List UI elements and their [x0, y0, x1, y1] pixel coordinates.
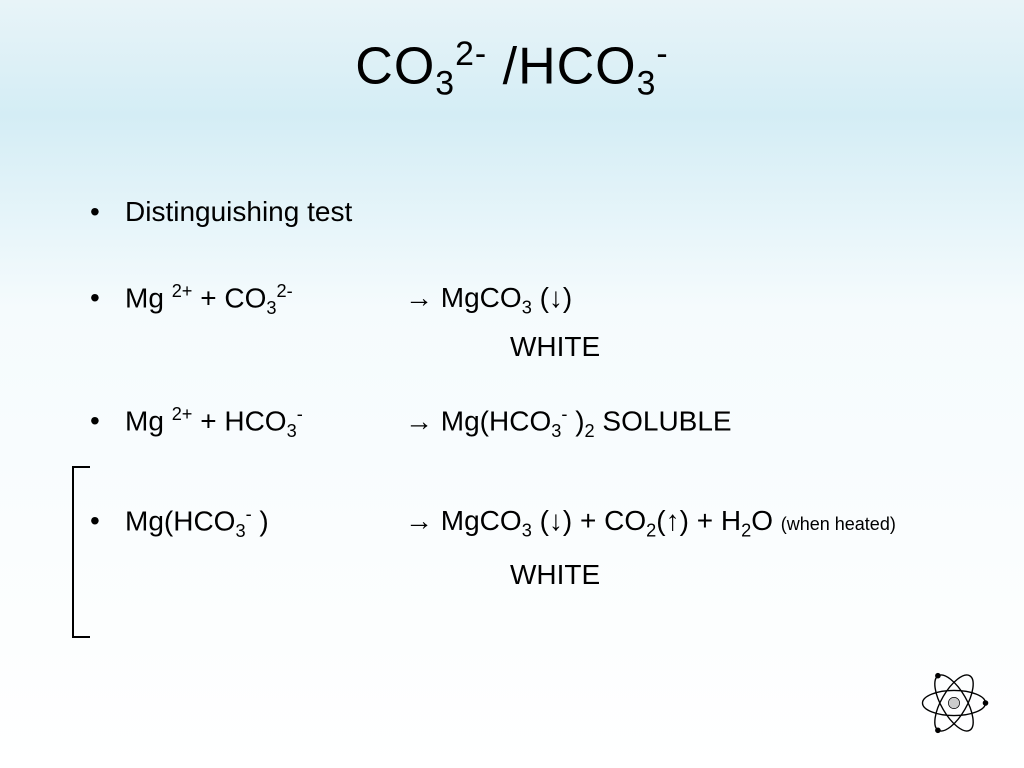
r1-mgco3: MgCO [433, 282, 522, 313]
r2-hco-charge: - [297, 404, 303, 424]
r1-mgco3-sub: 3 [522, 298, 532, 318]
content-area: Distinguishing test Mg 2+ + CO32- → MgCO… [60, 194, 964, 591]
title-co3-sub: 3 [435, 65, 455, 103]
bullet-reaction-2: Mg 2+ + HCO3- → Mg(HCO3- )2 SOLUBLE [90, 403, 964, 444]
reaction-3-lhs: Mg(HCO3- ) [125, 503, 405, 544]
bullet-reaction-3: Mg(HCO3- ) → MgCO3 (↓) + CO2(↑) + H2O (w… [90, 503, 964, 544]
r2-mg: Mg [125, 405, 172, 436]
r1-mg-charge: 2+ [172, 281, 193, 301]
reaction-3-rhs: → MgCO3 (↓) + CO2(↑) + H2O (when heated) [405, 503, 896, 544]
r3-h2o: (↑) + H [656, 505, 741, 536]
title-hco3-sup: - [656, 35, 668, 73]
title-co3-sup: 2- [455, 35, 487, 73]
r3-sub1: 3 [235, 521, 245, 541]
r3-heated-note: (when heated) [781, 514, 896, 534]
r3-mghco3: Mg(HCO [125, 506, 235, 537]
r1-co: + CO [192, 282, 266, 313]
r1-down: (↓) [532, 282, 572, 313]
r1-arrow: → [405, 282, 433, 313]
title-sep: / [487, 37, 518, 95]
r3-mgco3-sub: 3 [522, 521, 532, 541]
r2-arrow: → [405, 405, 433, 436]
reaction-3-line: Mg(HCO3- ) → MgCO3 (↓) + CO2(↑) + H2O (w… [125, 503, 964, 544]
r3-h2o-sub: 2 [741, 521, 751, 541]
r2-soluble: SOLUBLE [595, 405, 732, 436]
r3-arrow: → [405, 505, 433, 536]
r2-sub2: 2 [585, 421, 595, 441]
r3-mgco3: MgCO [433, 505, 522, 536]
r3-co2: (↓) + CO [532, 505, 646, 536]
r1-co-charge: 2- [276, 281, 292, 301]
r3-co2-sub: 2 [646, 521, 656, 541]
reaction-1-line: Mg 2+ + CO32- → MgCO3 (↓) [125, 280, 964, 321]
grouping-bracket [72, 466, 90, 638]
title-co3: CO [355, 37, 435, 95]
reaction-2-lhs: Mg 2+ + HCO3- [125, 403, 405, 444]
r3-paren: ) [252, 506, 269, 537]
r2-hco: + HCO [192, 405, 286, 436]
reaction-1-rhs: → MgCO3 (↓) [405, 280, 572, 321]
reaction-2-rhs: → Mg(HCO3- )2 SOLUBLE [405, 403, 732, 444]
atom-icon [919, 668, 989, 743]
reaction-1-lhs: Mg 2+ + CO32- [125, 280, 405, 321]
r3-o: O [751, 505, 781, 536]
bullet-distinguishing-test: Distinguishing test [90, 194, 964, 230]
title-hco3: HCO [518, 37, 637, 95]
r1-co-sub: 3 [266, 298, 276, 318]
reaction-1-note: WHITE [90, 331, 964, 363]
r2-hco-sub: 3 [287, 421, 297, 441]
r2-paren: ) [567, 405, 584, 436]
bullet-reaction-1: Mg 2+ + CO32- → MgCO3 (↓) [90, 280, 964, 321]
slide-container: CO32- /HCO3- Distinguishing test Mg 2+ +… [0, 0, 1024, 768]
r2-sub1: 3 [551, 421, 561, 441]
r2-mg-charge: 2+ [172, 404, 193, 424]
reaction-2-line: Mg 2+ + HCO3- → Mg(HCO3- )2 SOLUBLE [125, 403, 964, 444]
reaction-3-note: WHITE [90, 559, 964, 591]
r1-mg: Mg [125, 282, 172, 313]
slide-title: CO32- /HCO3- [60, 35, 964, 104]
title-hco3-sub: 3 [637, 65, 657, 103]
r2-mghco3: Mg(HCO [433, 405, 551, 436]
